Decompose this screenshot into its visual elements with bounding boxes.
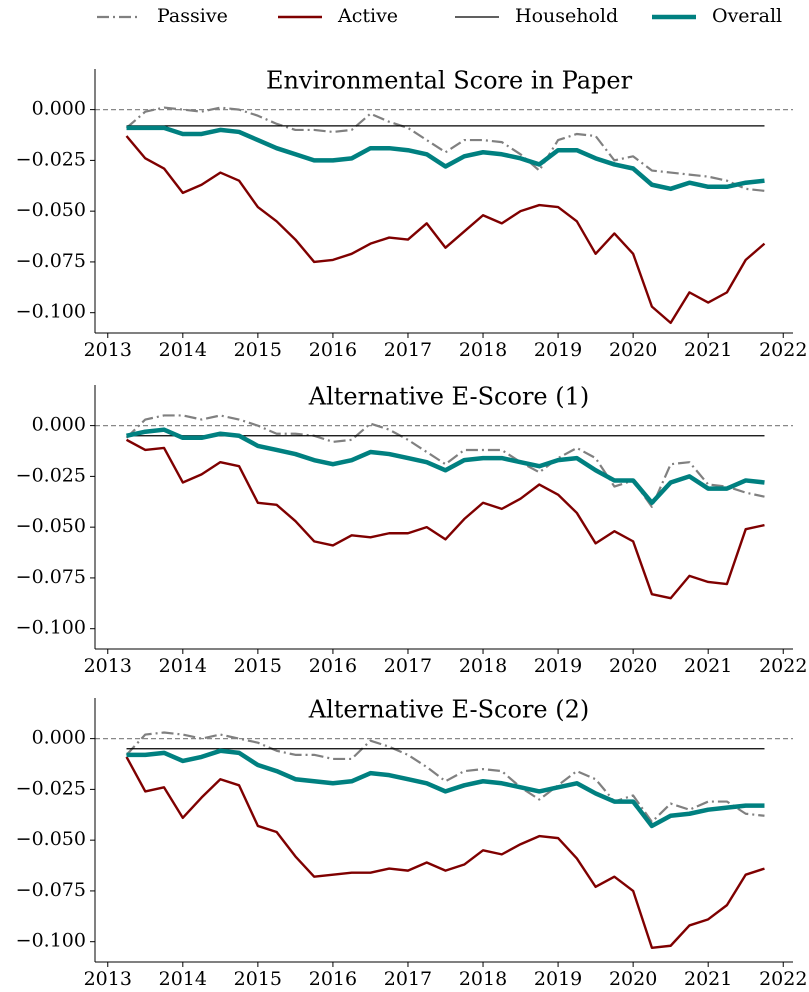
x-tick-label: 2017 <box>384 339 432 361</box>
y-tick-label: −0.100 <box>16 301 86 323</box>
y-tick-label: −0.050 <box>16 515 86 537</box>
x-tick-label: 2014 <box>159 968 207 990</box>
series-line <box>125 135 766 325</box>
series-line <box>126 125 765 192</box>
y-tick-label: −0.075 <box>16 879 86 901</box>
subplot: 0.000 −0.025 −0.050 −0.075 −0.100 2013 2014 201… <box>16 383 808 678</box>
x-tick-label: 2019 <box>534 968 582 990</box>
y-tick-label: −0.075 <box>16 566 86 588</box>
x-tick-label: 2018 <box>459 968 507 990</box>
subplot: 0.000 −0.025 −0.050 −0.075 −0.100 2013 2014 201… <box>16 696 808 991</box>
x-tick-label: 2019 <box>534 339 582 361</box>
x-tick-label: 2022 <box>759 968 807 990</box>
x-tick-label: 2016 <box>309 339 357 361</box>
x-tick-label: 2016 <box>309 968 357 990</box>
legend-label: Overall <box>712 5 782 27</box>
chart-title: Alternative E-Score (1) <box>308 383 590 411</box>
x-tick-label: 2019 <box>534 655 582 677</box>
x-tick-label: 2020 <box>609 339 657 361</box>
x-tick-label: 2015 <box>234 655 282 677</box>
x-tick-label: 2021 <box>684 655 732 677</box>
y-tick-label: −0.025 <box>16 777 86 799</box>
series-line <box>126 427 765 506</box>
legend-label: Passive <box>157 5 228 27</box>
x-tick-label: 2021 <box>684 968 732 990</box>
y-tick-label: −0.050 <box>16 828 86 850</box>
series-line <box>125 106 765 192</box>
x-tick-label: 2021 <box>684 339 732 361</box>
x-tick-label: 2015 <box>234 968 282 990</box>
y-tick-label: 0.000 <box>32 414 86 436</box>
x-tick-label: 2022 <box>759 339 807 361</box>
x-tick-label: 2013 <box>84 339 132 361</box>
x-tick-label: 2015 <box>234 339 282 361</box>
x-tick-label: 2014 <box>159 655 207 677</box>
y-tick-label: −0.075 <box>16 250 86 272</box>
x-tick-label: 2013 <box>84 968 132 990</box>
y-tick-label: −0.025 <box>16 464 86 486</box>
y-tick-label: −0.025 <box>16 148 86 170</box>
series-line <box>125 438 765 600</box>
subplot: 0.000 −0.025 −0.050 −0.075 −0.100 2013 2014 201… <box>16 67 808 362</box>
y-tick-label: −0.050 <box>16 199 86 221</box>
y-tick-label: −0.100 <box>16 930 86 952</box>
x-tick-label: 2020 <box>609 655 657 677</box>
x-tick-label: 2014 <box>159 339 207 361</box>
chart-title: Environmental Score in Paper <box>266 67 633 95</box>
x-tick-label: 2020 <box>609 968 657 990</box>
series-line <box>125 756 765 949</box>
x-tick-label: 2017 <box>384 655 432 677</box>
legend-label: Active <box>337 5 398 27</box>
y-tick-label: 0.000 <box>32 98 86 120</box>
y-tick-label: 0.000 <box>32 727 86 749</box>
x-tick-label: 2013 <box>84 655 132 677</box>
legend-label: Household <box>515 5 618 27</box>
x-tick-label: 2018 <box>459 339 507 361</box>
series-line <box>125 414 765 508</box>
series-line <box>126 748 765 829</box>
x-tick-label: 2018 <box>459 655 507 677</box>
x-tick-label: 2017 <box>384 968 432 990</box>
x-tick-label: 2022 <box>759 655 807 677</box>
series-line <box>125 731 765 823</box>
x-tick-label: 2016 <box>309 655 357 677</box>
y-tick-label: −0.100 <box>16 617 86 639</box>
chart-title: Alternative E-Score (2) <box>308 696 590 724</box>
